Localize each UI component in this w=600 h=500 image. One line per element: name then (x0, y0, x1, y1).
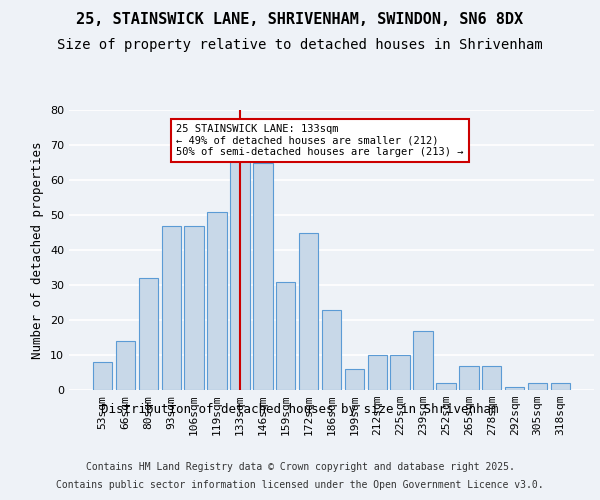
Bar (139, 278, 158, 390)
Bar (436, 383, 455, 390)
Y-axis label: Number of detached properties: Number of detached properties (31, 141, 44, 359)
Bar (230, 159, 250, 390)
Bar (344, 369, 364, 390)
Bar (322, 310, 341, 390)
Bar (161, 226, 181, 390)
Bar (276, 282, 295, 390)
Bar (391, 355, 410, 390)
Bar (459, 366, 479, 390)
Text: Distribution of detached houses by size in Shrivenham: Distribution of detached houses by size … (101, 402, 499, 415)
Bar (551, 383, 570, 390)
Bar (208, 212, 227, 390)
Bar (482, 366, 502, 390)
Bar (184, 226, 204, 390)
Bar (505, 386, 524, 390)
Bar (299, 232, 319, 390)
Text: Contains HM Land Registry data © Crown copyright and database right 2025.: Contains HM Land Registry data © Crown c… (86, 462, 514, 472)
Bar (93, 362, 112, 390)
Bar (253, 162, 272, 390)
Bar (368, 355, 387, 390)
Bar (528, 383, 547, 390)
Text: Contains public sector information licensed under the Open Government Licence v3: Contains public sector information licen… (56, 480, 544, 490)
Text: 25, STAINSWICK LANE, SHRIVENHAM, SWINDON, SN6 8DX: 25, STAINSWICK LANE, SHRIVENHAM, SWINDON… (76, 12, 524, 28)
Bar (116, 341, 135, 390)
Bar (413, 330, 433, 390)
Text: 25 STAINSWICK LANE: 133sqm
← 49% of detached houses are smaller (212)
50% of sem: 25 STAINSWICK LANE: 133sqm ← 49% of deta… (176, 124, 463, 157)
Text: Size of property relative to detached houses in Shrivenham: Size of property relative to detached ho… (57, 38, 543, 52)
